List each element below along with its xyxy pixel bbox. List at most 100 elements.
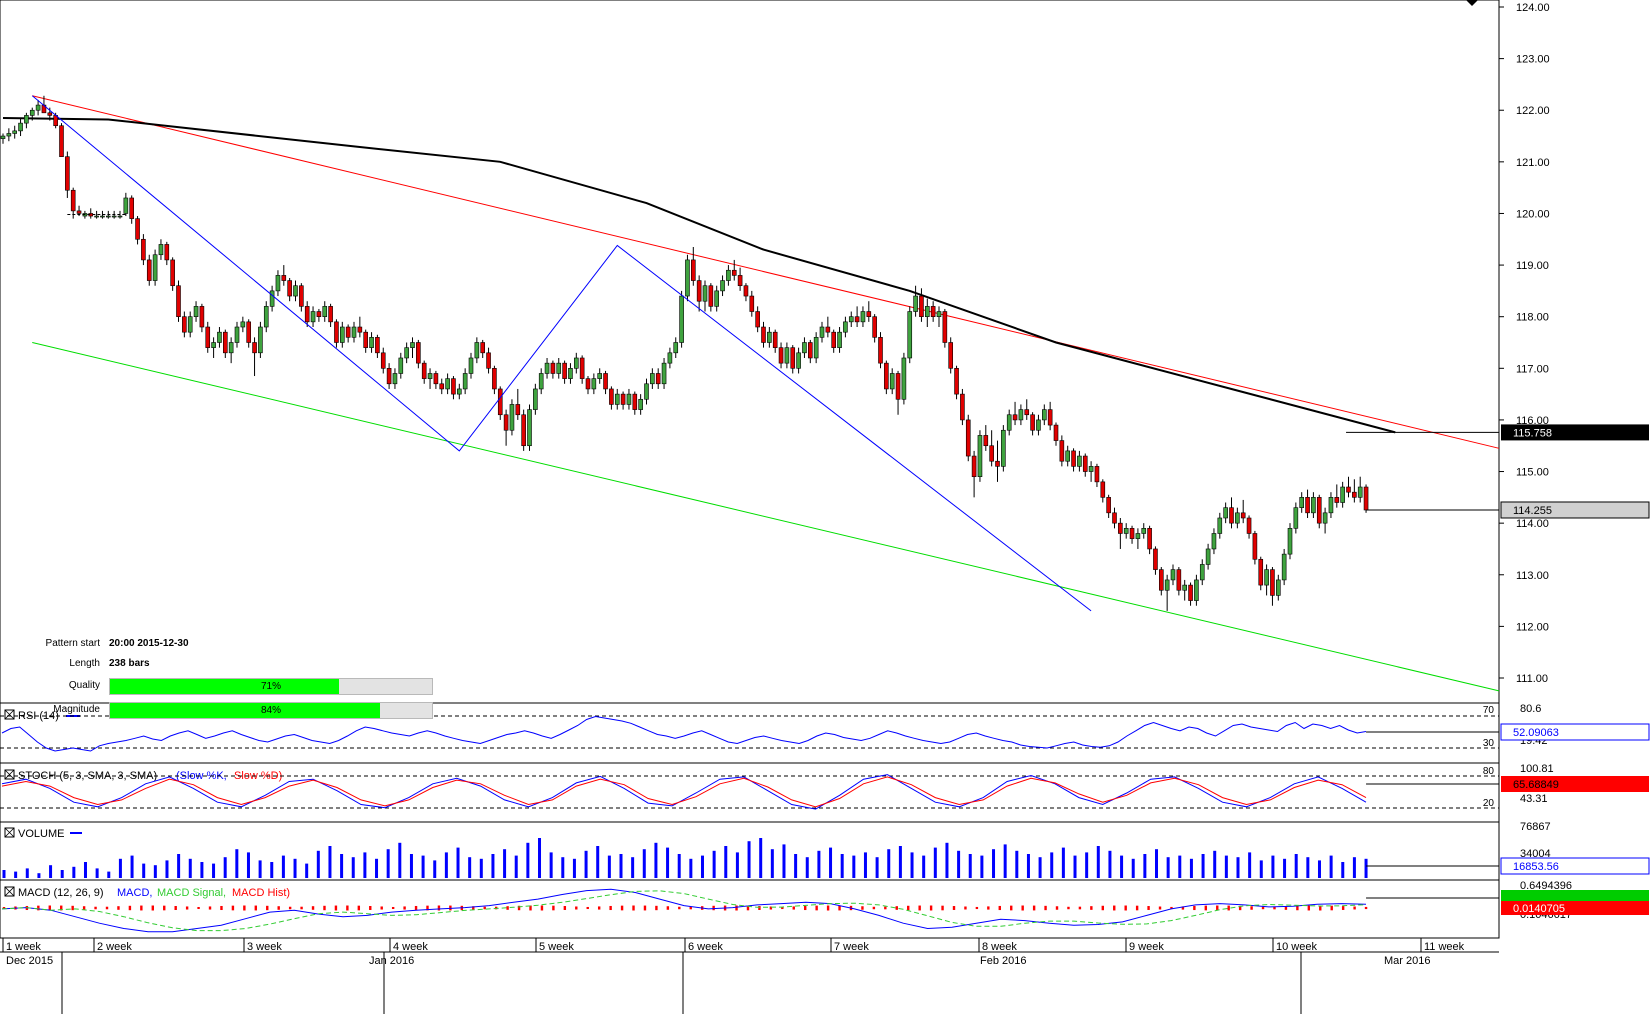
week-label: 9 week — [1129, 941, 1164, 953]
candle-body — [673, 342, 679, 354]
pattern-start-value: 20:00 2015-12-30 — [109, 638, 189, 649]
macd-hist-bar — [895, 906, 898, 910]
ma-value-label: 115.758 — [1513, 427, 1552, 439]
candle-body — [47, 112, 53, 116]
candle-body — [456, 388, 462, 395]
candle-body — [731, 269, 737, 276]
volume-bar — [840, 854, 844, 878]
stoch-level-20-label: 20 — [1483, 798, 1495, 809]
candle-body — [1240, 512, 1246, 519]
candle-body — [410, 342, 415, 348]
candle-body — [843, 321, 848, 333]
volume-bar — [1306, 857, 1310, 878]
macd-hist-bar — [1032, 905, 1036, 911]
candle-body — [398, 357, 404, 374]
volume-bar — [887, 849, 891, 878]
volume-bar — [37, 873, 41, 878]
macd-hist-bar — [907, 905, 910, 911]
volume-bar — [246, 852, 250, 878]
volume-bar — [724, 846, 728, 878]
volume-bar — [1178, 855, 1182, 878]
length-label: Length — [69, 658, 100, 669]
volume-bar — [398, 842, 402, 878]
volume-bar — [1015, 850, 1019, 878]
candle-body — [913, 295, 918, 312]
candle-body — [1334, 497, 1340, 503]
macd-hist-bar — [792, 906, 795, 910]
macd-hist-bar — [1216, 905, 1219, 911]
macd-hist-bar — [861, 906, 864, 910]
candle-body — [380, 352, 386, 369]
macd-hist-bar — [1204, 905, 1208, 911]
volume-bar — [1050, 852, 1054, 878]
macd-hist-bar — [220, 905, 223, 911]
price-tick-label: 113.00 — [1516, 570, 1549, 582]
candle-body — [579, 357, 585, 379]
candle-body — [240, 321, 246, 328]
volume-bar — [456, 847, 460, 878]
macd-hist-bar — [414, 905, 418, 911]
volume-value-box — [1500, 857, 1650, 875]
candle-body — [924, 306, 930, 317]
macd-hist-bar — [575, 906, 578, 910]
macd-hist-bar — [620, 905, 624, 911]
candle-body — [749, 295, 755, 312]
candle-body — [866, 311, 872, 317]
macd-hist-bar — [1067, 906, 1070, 910]
macd-hist-bar — [655, 905, 658, 911]
month-label: Mar 2016 — [1384, 955, 1430, 967]
candle-body — [29, 109, 35, 116]
volume-bar — [1364, 858, 1368, 878]
macd-hist-bar — [1101, 905, 1104, 911]
volume-bar — [153, 865, 157, 878]
quality-label: Quality — [68, 680, 100, 691]
candle-body — [1270, 569, 1275, 596]
candle-body — [1217, 517, 1223, 534]
macd-hist-bar — [1307, 905, 1311, 911]
volume-bar — [1155, 849, 1159, 878]
candle-body — [135, 218, 140, 240]
macd-hist-bar — [1124, 905, 1127, 911]
candle-body — [1287, 528, 1293, 555]
volume-bar — [293, 858, 297, 878]
macd-hist-bar — [391, 906, 395, 910]
volume-bar — [526, 842, 530, 878]
moving-average-line — [2, 117, 1396, 434]
candle-body — [1042, 409, 1047, 421]
month-label: Jan 2016 — [369, 955, 414, 967]
candle-body — [848, 316, 854, 323]
macd-hist-bar — [185, 906, 189, 910]
macd-hist-bar — [1055, 906, 1059, 910]
candle-body — [35, 104, 41, 111]
volume-bar — [188, 858, 192, 878]
candle-body — [591, 378, 597, 390]
candle-body — [158, 244, 164, 256]
macd-hist-bar — [769, 906, 773, 910]
rsi-axis-top: 80.6 — [1520, 703, 1541, 715]
candle-body — [363, 331, 369, 348]
macd-hist-bar — [128, 905, 132, 911]
candle-body — [1135, 533, 1141, 539]
volume-bar — [177, 854, 181, 878]
macd-hist-bar — [529, 905, 532, 911]
volume-bar — [1224, 855, 1228, 878]
macd-hist-bar — [472, 906, 475, 910]
candle-body — [708, 285, 714, 307]
candle-body — [1211, 533, 1217, 550]
candle-body — [1030, 414, 1035, 431]
candle-body — [1100, 481, 1106, 498]
candle-body — [386, 368, 392, 385]
candle-body — [76, 210, 82, 214]
macd-hist-bar — [929, 905, 933, 911]
price-tick-label: 114.00 — [1516, 518, 1549, 530]
candle-body — [527, 409, 532, 447]
candle-body — [878, 337, 883, 364]
volume-bar — [596, 846, 600, 878]
candle-body — [246, 321, 251, 343]
macd-hist-bar — [48, 905, 51, 911]
month-label: Dec 2015 — [6, 955, 53, 967]
candle-body — [1346, 486, 1351, 493]
candle-body — [784, 347, 790, 364]
candle-body — [1170, 569, 1176, 581]
candle-body — [503, 414, 509, 431]
